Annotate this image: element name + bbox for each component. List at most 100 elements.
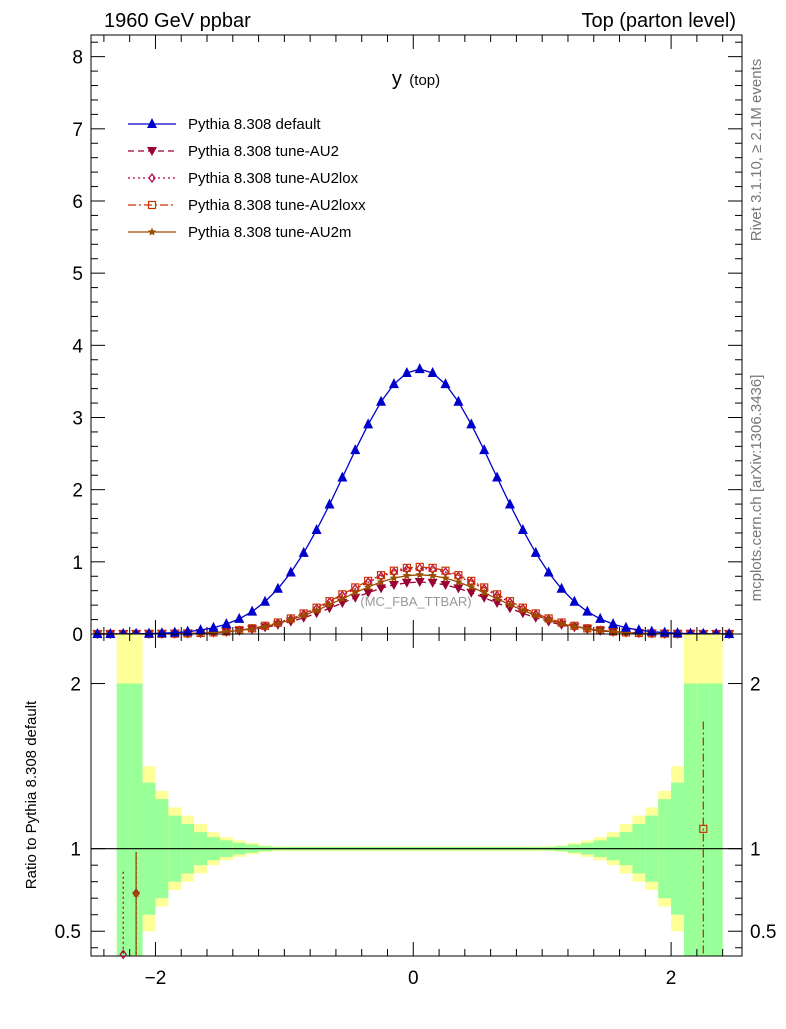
data-point-triangle-down xyxy=(337,599,348,609)
y-tick-label: 2 xyxy=(72,481,83,502)
data-point-triangle-up xyxy=(272,582,283,593)
data-point-triangle-up xyxy=(672,627,683,638)
data-point-triangle-up xyxy=(582,605,593,616)
ratio-y-tick-label-right: 2 xyxy=(750,675,761,696)
data-point-triangle-up xyxy=(401,366,412,377)
data-point-star xyxy=(131,888,141,897)
data-point-star xyxy=(338,594,347,603)
header-right-label: Top (parton level) xyxy=(581,10,736,32)
data-point-triangle-up xyxy=(388,378,399,389)
data-point-star xyxy=(312,605,321,614)
data-point-triangle-up xyxy=(620,621,631,632)
data-point-star xyxy=(544,615,553,624)
data-point-triangle-up xyxy=(208,621,219,632)
data-point-triangle-up xyxy=(556,582,567,593)
y-tick-label: 7 xyxy=(72,120,83,141)
data-point-triangle-up xyxy=(182,625,193,636)
data-point-triangle-up xyxy=(350,444,361,455)
data-point-star xyxy=(518,605,528,614)
data-point-triangle-down xyxy=(376,584,387,594)
data-point-triangle-up xyxy=(376,395,387,406)
data-point-triangle-up xyxy=(414,363,425,374)
main-panel: 0 1 2 3 4 5 6 7 8 (MC_FBA_TTBAR) y (top) Pythia … xyxy=(72,34,743,646)
data-point-star xyxy=(147,227,157,236)
data-point-triangle-up xyxy=(453,395,464,406)
mcplots-source-label: mcplots.cern.ch [arXiv:1306.3436] xyxy=(748,375,765,602)
data-point-triangle-up xyxy=(144,627,155,638)
data-point-triangle-up xyxy=(337,471,348,482)
data-point-triangle-up xyxy=(724,627,735,638)
data-point-triangle-up xyxy=(105,627,116,638)
data-point-star xyxy=(441,573,450,582)
data-point-triangle-down xyxy=(440,580,451,590)
data-point-triangle-up xyxy=(221,618,232,629)
data-point-triangle-up xyxy=(234,612,245,623)
data-point-triangle-up xyxy=(363,418,374,429)
data-point-triangle-up xyxy=(530,546,541,557)
data-point-diamond xyxy=(119,949,127,960)
uncertainty-band-inner xyxy=(683,683,697,956)
y-tick-label: 3 xyxy=(72,408,83,429)
data-point-star xyxy=(570,622,579,631)
data-point-triangle-up xyxy=(247,605,258,616)
legend-label: Pythia 8.308 tune-AU2loxx xyxy=(188,197,366,214)
data-point-triangle-up xyxy=(298,546,309,557)
legend-label: Pythia 8.308 tune-AU2m xyxy=(188,224,351,241)
data-point-star xyxy=(222,627,231,636)
data-point-star xyxy=(247,624,257,633)
data-point-triangle-down xyxy=(504,604,515,614)
data-point-triangle-down xyxy=(453,584,464,594)
data-point-triangle-up xyxy=(427,366,438,377)
data-point-diamond xyxy=(531,609,540,620)
data-point-triangle-up xyxy=(646,625,657,636)
ratio-y-tick-label-right: 0.5 xyxy=(750,922,776,943)
data-point-triangle-up xyxy=(324,498,335,509)
data-point-star xyxy=(531,611,540,620)
data-point-triangle-up xyxy=(285,566,296,577)
legend-label: Pythia 8.308 tune-AU2 xyxy=(188,143,339,160)
plot-title-sub: (top) xyxy=(409,72,440,89)
data-point-triangle-up xyxy=(195,624,206,635)
y-tick-label: 1 xyxy=(72,553,83,574)
data-point-star xyxy=(479,588,489,597)
legend-label: Pythia 8.308 tune-AU2lox xyxy=(188,170,359,187)
data-point-star xyxy=(376,577,386,586)
ratio-y-tick-label: 0.5 xyxy=(55,922,81,943)
uncertainty-band-inner xyxy=(129,683,143,956)
plot-title-main: y xyxy=(392,68,402,90)
data-point-triangle-up xyxy=(595,612,606,623)
data-point-star xyxy=(351,588,360,597)
data-point-star xyxy=(415,570,424,579)
data-point-triangle-down xyxy=(363,588,374,598)
data-point-star xyxy=(402,571,412,580)
data-point-triangle-down xyxy=(414,578,425,588)
ratio-y-tick-label: 1 xyxy=(70,840,81,861)
data-point-star xyxy=(273,619,283,628)
header-left-label: 1960 GeV ppbar xyxy=(104,10,251,32)
data-point-star xyxy=(389,573,399,582)
data-point-diamond xyxy=(148,173,156,183)
data-point-triangle-up xyxy=(156,627,167,638)
data-point-triangle-up xyxy=(479,444,490,455)
data-point-triangle-up xyxy=(633,624,644,635)
ratio-y-tick-label-right: 1 xyxy=(750,840,761,861)
rivet-version-label: Rivet 3.1.10, ≥ 2.1M events xyxy=(748,59,765,242)
legend-label: Pythia 8.308 default xyxy=(188,116,321,133)
y-tick-label: 4 xyxy=(72,336,83,357)
y-tick-label: 5 xyxy=(72,264,83,285)
data-point-star xyxy=(454,577,463,586)
data-point-triangle-down xyxy=(427,578,438,588)
data-point-triangle-down xyxy=(350,593,361,603)
data-point-triangle-up xyxy=(492,471,503,482)
x-tick-label: −2 xyxy=(145,968,167,989)
watermark-label: (MC_FBA_TTBAR) xyxy=(360,594,471,609)
data-point-star xyxy=(492,594,502,603)
data-point-diamond xyxy=(544,614,553,625)
data-point-star xyxy=(235,626,244,635)
data-point-star xyxy=(363,582,373,591)
data-point-triangle-up xyxy=(504,498,515,509)
data-point-star xyxy=(260,622,270,631)
data-point-triangle-up xyxy=(466,418,477,429)
data-point-triangle-up xyxy=(517,524,528,535)
